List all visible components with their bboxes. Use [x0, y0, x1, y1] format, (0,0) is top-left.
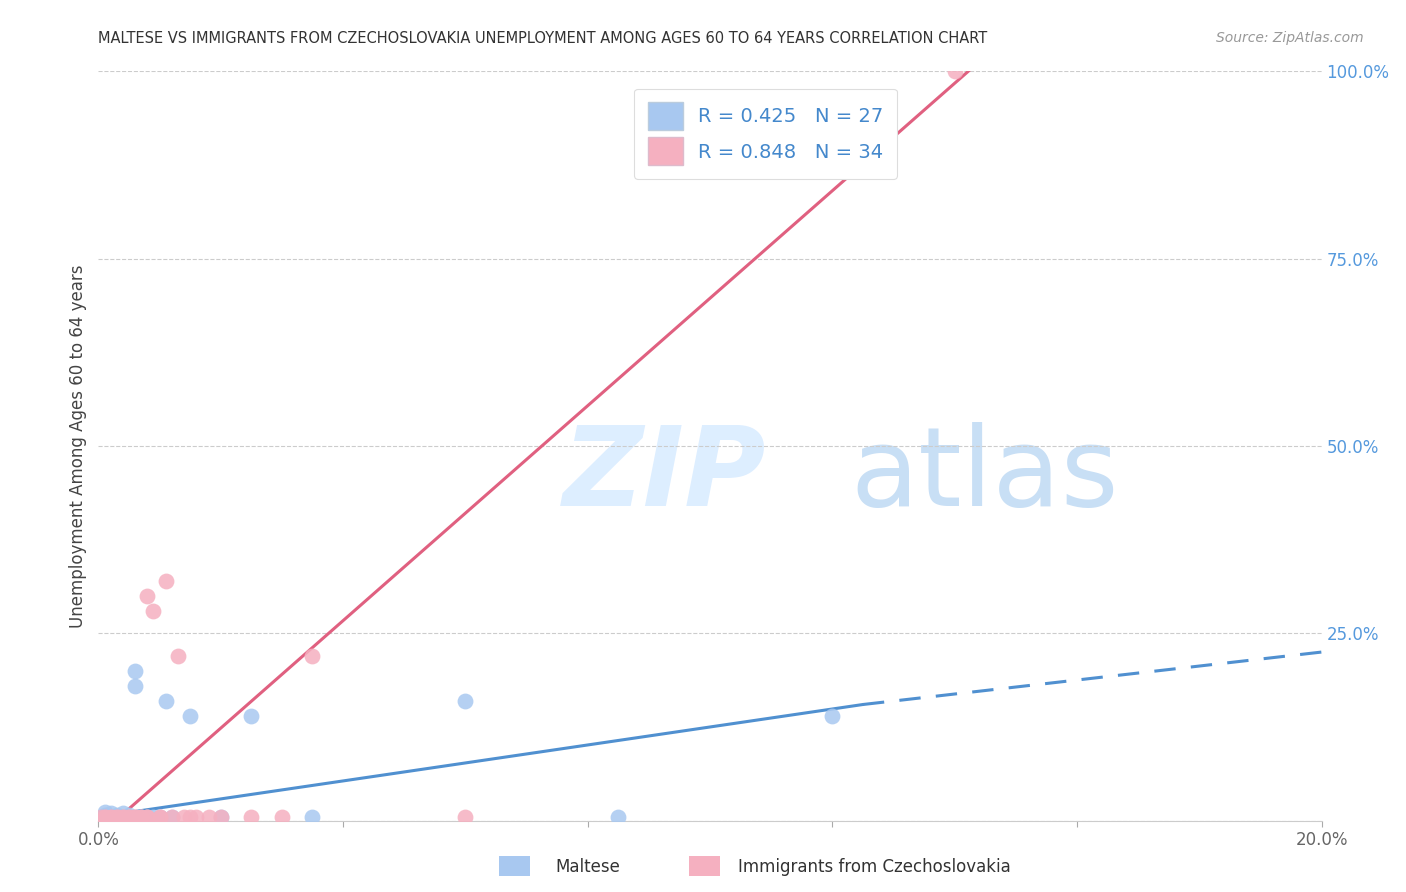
Point — [301, 810, 323, 824]
Point — [100, 806, 122, 821]
Point — [111, 810, 134, 824]
Point — [160, 810, 183, 824]
Point — [124, 810, 146, 824]
Point — [136, 810, 159, 824]
Point — [100, 810, 122, 824]
Point — [105, 807, 128, 822]
Point — [155, 694, 177, 708]
Point — [167, 648, 190, 663]
Point — [124, 664, 146, 678]
Point — [454, 810, 477, 824]
Point — [100, 810, 122, 824]
Point — [186, 810, 208, 824]
Point — [943, 64, 966, 78]
Point — [111, 810, 134, 824]
Point — [301, 648, 323, 663]
Point — [118, 810, 141, 824]
Point — [149, 810, 172, 824]
Point — [142, 810, 165, 824]
Point — [173, 810, 195, 824]
Point — [179, 810, 201, 824]
Point — [136, 810, 159, 824]
Point — [90, 810, 112, 824]
Point — [90, 810, 112, 824]
Legend: R = 0.425   N = 27, R = 0.848   N = 34: R = 0.425 N = 27, R = 0.848 N = 34 — [634, 88, 897, 178]
Point — [93, 805, 115, 819]
Point — [105, 810, 128, 824]
Point — [105, 810, 128, 824]
Point — [124, 679, 146, 693]
Point — [240, 810, 263, 824]
Point — [93, 807, 115, 822]
Text: atlas: atlas — [851, 423, 1119, 530]
Point — [209, 810, 232, 824]
Point — [118, 810, 141, 824]
Point — [93, 810, 115, 824]
Point — [111, 806, 134, 821]
Point — [100, 810, 122, 824]
Point — [118, 807, 141, 822]
Text: Source: ZipAtlas.com: Source: ZipAtlas.com — [1216, 31, 1364, 45]
Point — [240, 708, 263, 723]
Point — [129, 810, 152, 824]
Point — [93, 810, 115, 824]
Text: Immigrants from Czechoslovakia: Immigrants from Czechoslovakia — [738, 858, 1011, 876]
Point — [179, 708, 201, 723]
Text: ZIP: ZIP — [564, 423, 766, 530]
Point — [129, 810, 152, 824]
Text: Maltese: Maltese — [555, 858, 620, 876]
Point — [129, 810, 152, 824]
Point — [136, 810, 159, 824]
Point — [454, 694, 477, 708]
Point — [155, 574, 177, 588]
Point — [149, 810, 172, 824]
Point — [197, 810, 219, 824]
Point — [124, 810, 146, 824]
Point — [209, 810, 232, 824]
Point — [142, 604, 165, 618]
Point — [93, 810, 115, 824]
Point — [821, 708, 844, 723]
Point — [160, 810, 183, 824]
Point — [136, 589, 159, 603]
Text: MALTESE VS IMMIGRANTS FROM CZECHOSLOVAKIA UNEMPLOYMENT AMONG AGES 60 TO 64 YEARS: MALTESE VS IMMIGRANTS FROM CZECHOSLOVAKI… — [98, 31, 987, 46]
Point — [149, 810, 172, 824]
Point — [105, 810, 128, 824]
Point — [607, 810, 630, 824]
Point — [270, 810, 292, 824]
Point — [111, 810, 134, 824]
Y-axis label: Unemployment Among Ages 60 to 64 years: Unemployment Among Ages 60 to 64 years — [69, 264, 87, 628]
Point — [118, 810, 141, 824]
